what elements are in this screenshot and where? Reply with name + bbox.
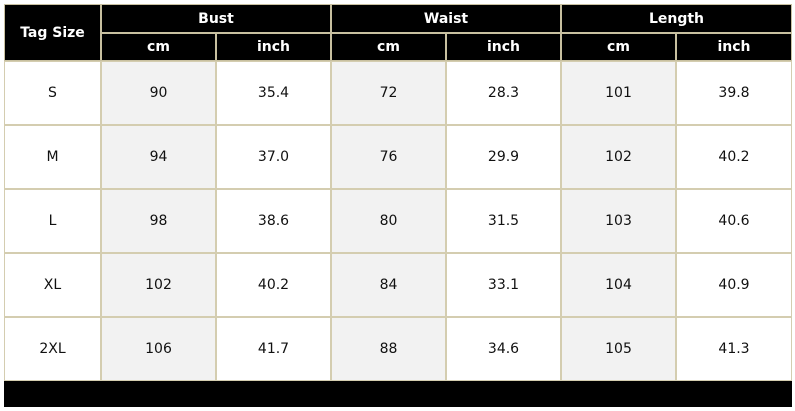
value-cell: 80 [331,189,446,253]
value-cell: 76 [331,125,446,189]
value-cell: 37.0 [216,125,331,189]
value-cell: 28.3 [446,61,561,125]
group-header: Length [561,4,792,33]
value-cell: 88 [331,317,446,381]
value-cell: 98 [101,189,216,253]
value-cell: 29.9 [446,125,561,189]
unit-header: inch [446,33,561,61]
size-cell: S [4,61,101,125]
value-cell: 33.1 [446,253,561,317]
value-cell: 90 [101,61,216,125]
unit-header: cm [331,33,446,61]
unit-header: cm [101,33,216,61]
value-cell: 38.6 [216,189,331,253]
size-cell: 2XL [4,317,101,381]
value-cell: 31.5 [446,189,561,253]
value-cell: 40.2 [216,253,331,317]
value-cell: 34.6 [446,317,561,381]
size-cell: L [4,189,101,253]
value-cell: 103 [561,189,676,253]
tag-size-header: Tag Size [4,4,101,61]
value-cell: 84 [331,253,446,317]
value-cell: 35.4 [216,61,331,125]
group-header: Waist [331,4,561,33]
value-cell: 40.6 [676,189,792,253]
unit-header: cm [561,33,676,61]
value-cell: 106 [101,317,216,381]
value-cell: 105 [561,317,676,381]
value-cell: 39.8 [676,61,792,125]
value-cell: 104 [561,253,676,317]
value-cell: 102 [561,125,676,189]
size-cell: XL [4,253,101,317]
group-header: Bust [101,4,331,33]
value-cell: 101 [561,61,676,125]
value-cell: 72 [331,61,446,125]
size-cell: M [4,125,101,189]
unit-header: inch [216,33,331,61]
value-cell: 41.3 [676,317,792,381]
footer-note [4,381,792,407]
value-cell: 102 [101,253,216,317]
value-cell: 41.7 [216,317,331,381]
value-cell: 40.2 [676,125,792,189]
value-cell: 40.9 [676,253,792,317]
value-cell: 94 [101,125,216,189]
unit-header: inch [676,33,792,61]
